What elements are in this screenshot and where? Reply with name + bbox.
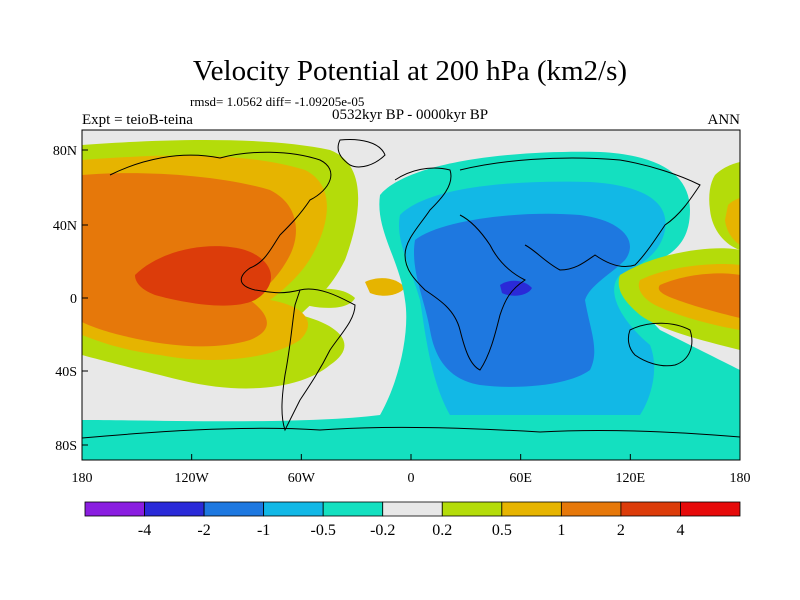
positive-region-2-west (135, 246, 272, 306)
colorbar-label: -0.5 (311, 522, 336, 539)
latitude-label: 40S (55, 365, 77, 380)
colorbar-label: -4 (138, 522, 151, 539)
longitude-axis: 180 120W 60W 0 60E 120E 180 (72, 454, 751, 486)
colorbar-label: 2 (617, 522, 625, 539)
positive-region-0.2-atlantic (299, 288, 355, 308)
colorbar-label: -2 (197, 522, 210, 539)
longitude-label: 120W (175, 471, 210, 486)
colorbar-swatch (441, 501, 503, 517)
contour-field (82, 130, 740, 460)
colorbar-swatch (501, 501, 562, 517)
experiment-label: Expt = teioB-teina (82, 112, 193, 128)
longitude-label: 180 (730, 471, 751, 486)
colorbar-swatch (620, 501, 681, 517)
colorbar-label: 0.2 (432, 522, 452, 539)
period-label: 0532kyr BP - 0000kyr BP (332, 107, 488, 123)
latitude-label: 40N (53, 219, 77, 234)
latitude-label: 80N (53, 144, 77, 159)
season-label: ANN (708, 112, 741, 128)
latitude-label: 80S (55, 439, 77, 454)
positive-region-0.5-northeast (725, 198, 740, 245)
colorbar-swatch (263, 501, 324, 517)
positive-region-0.5-atlantic (365, 278, 405, 296)
longitude-label: 120E (616, 471, 646, 486)
colorbar-label: 4 (676, 522, 684, 539)
colorbar-label: -1 (257, 522, 270, 539)
colorbar-label: 1 (557, 522, 565, 539)
colorbar-label: 0.5 (492, 522, 512, 539)
longitude-label: 180 (72, 471, 93, 486)
colorbar-swatch (84, 501, 145, 517)
colorbar-swatch (560, 501, 622, 517)
colorbar-swatch (382, 501, 443, 517)
north-america-coast (109, 151, 332, 294)
colorbar-swatch (680, 501, 741, 517)
greenland-coast (337, 139, 386, 168)
stats-text: rmsd= 1.0562 diff= -1.09205e-05 (190, 94, 364, 109)
south-america-coast (281, 288, 356, 432)
coastlines (82, 139, 740, 439)
antarctica-coast (82, 426, 740, 439)
colorbar-swatch (203, 501, 265, 517)
colorbar-swatch (144, 501, 205, 517)
positive-region-1-west-pacific (658, 273, 740, 318)
longitude-label: 60E (509, 471, 532, 486)
longitude-label: 0 (408, 471, 415, 486)
asia-coast (459, 157, 701, 271)
longitude-label: 60W (288, 471, 316, 486)
colorbar-swatch (322, 501, 384, 517)
europe-africa-coast (394, 167, 526, 371)
map-title: Velocity Potential at 200 hPa (km2/s) (193, 55, 627, 87)
latitude-label: 0 (70, 292, 77, 307)
latitude-axis: 80N 40N 0 40S 80S (53, 144, 88, 454)
australia-coast (627, 322, 693, 367)
negative-region-1 (413, 213, 630, 387)
negative-region-2 (500, 280, 532, 296)
colorbar-label: -0.2 (370, 522, 395, 539)
colorbar: -4 -2 -1 -0.5 -0.2 0.2 0.5 1 2 4 (84, 501, 741, 539)
